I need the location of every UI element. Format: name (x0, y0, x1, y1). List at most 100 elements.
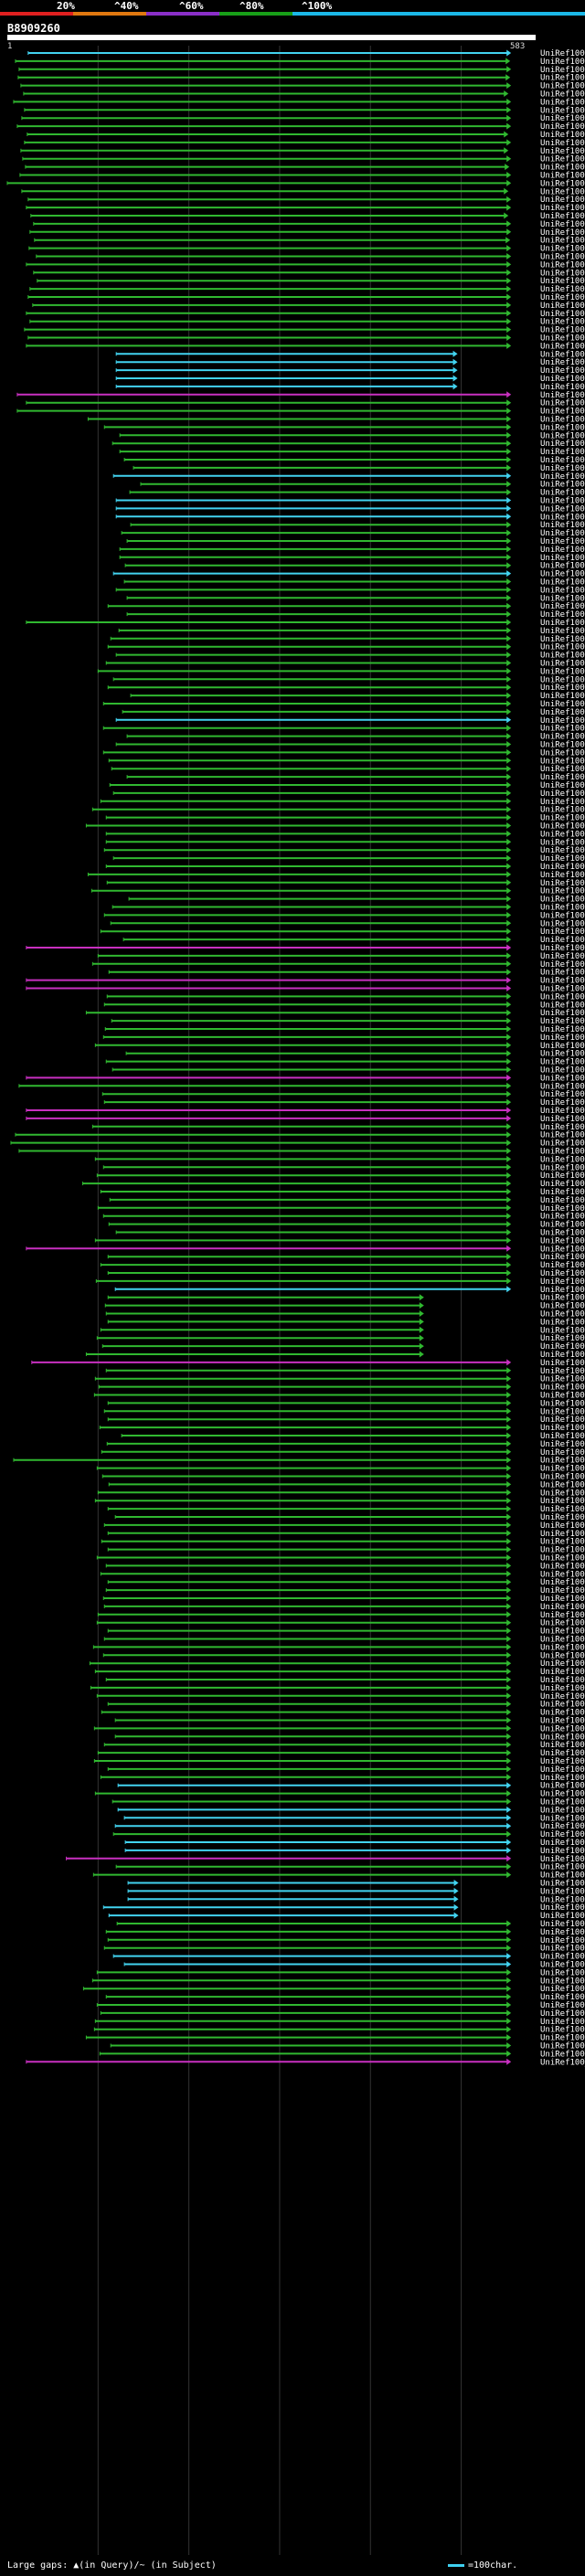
hit-row[interactable]: UniRef100_Q0D9V6 (107, 1318, 585, 1327)
hit-row[interactable]: UniRef100_Q9XVC5 (105, 1993, 585, 2002)
hit-row[interactable]: UniRef100_Q01Y88 (115, 504, 585, 514)
hit-row[interactable]: UniRef100_Q8LC05 (111, 1017, 585, 1026)
hit-row[interactable]: UniRef100_B4FMP9 (123, 1814, 585, 1823)
hit-label[interactable]: UniRef100_UPI000... (540, 2058, 585, 2067)
hit-label[interactable]: UniRef100_B9NBE6 (540, 228, 585, 238)
hit-row[interactable]: UniRef100_A7P6U3 (119, 546, 585, 555)
hit-row[interactable]: UniRef100_B9RP49 (92, 1643, 585, 1652)
hit-label[interactable]: UniRef100_B4FR34 (540, 114, 585, 123)
hit-row[interactable]: UniRef100_B9FTT7 (105, 1928, 585, 1937)
hit-row[interactable]: UniRef100_A9PA53 (90, 887, 585, 896)
hit-label[interactable]: UniRef100_B9IWK4 (540, 1985, 585, 1994)
hit-row[interactable]: UniRef100_Q9SRX2 (93, 2026, 585, 2035)
hit-label[interactable]: UniRef100_Q0QLE1 (540, 790, 585, 799)
hit-label[interactable]: UniRef100_Q0LSE5 (540, 562, 585, 571)
hit-label[interactable]: UniRef100_A2ZF38 (540, 253, 585, 262)
hit-label[interactable]: UniRef100_B9FWJ7 (540, 1334, 585, 1343)
hit-label[interactable]: UniRef100_B9T2B0 (540, 716, 585, 726)
hit-row[interactable]: UniRef100_Q4AP89 (126, 537, 585, 546)
hit-row[interactable]: UniRef100_Q43575 (101, 1448, 585, 1458)
hit-row[interactable]: UniRef100_UPI000... (15, 58, 585, 67)
hit-row[interactable]: UniRef100_C5Z3D2 (103, 423, 585, 432)
hit-label[interactable]: UniRef100_B9AEU4 (540, 2042, 585, 2051)
hit-row[interactable]: UniRef100_A7QFU2 (90, 1684, 585, 1693)
hit-label[interactable]: UniRef100_C7DOD6 (540, 358, 585, 367)
hit-row[interactable]: UniRef100_B9S8P8 (107, 1530, 585, 1539)
hit-label[interactable]: UniRef100_Q0QLC9 (540, 594, 585, 603)
hit-label[interactable]: UniRef100_B9AAM8 (540, 1294, 585, 1303)
hit-label[interactable]: UniRef100_B4FWW2 (540, 1302, 585, 1311)
hit-row[interactable]: UniRef100_Q6Z345 (115, 350, 585, 359)
hit-row[interactable]: UniRef100_UPI000... (17, 74, 585, 83)
hit-label[interactable]: UniRef100_Q9ZV33 (540, 293, 585, 302)
hit-label[interactable]: UniRef100_B6SNH1 (540, 1375, 585, 1384)
hit-label[interactable]: UniRef100_A7QYP8 (540, 1749, 585, 1758)
hit-label[interactable]: UniRef100_Q0D9V6 (540, 1318, 585, 1327)
hit-label[interactable]: UniRef100_C4P3T8 (540, 846, 585, 855)
hit-row[interactable]: UniRef100_B7TX08 (103, 1741, 585, 1750)
hit-label[interactable]: UniRef100_A7NZD4 (540, 399, 585, 408)
hit-row[interactable]: UniRef100_A8YQ73 (97, 1204, 585, 1214)
hit-label[interactable]: UniRef100_Q75FR1 (540, 1668, 585, 1677)
hit-row[interactable]: UniRef100_Q6L3K2 (100, 1570, 585, 1579)
hit-row[interactable]: UniRef100_B4UM58 (106, 879, 585, 888)
hit-label[interactable]: UniRef100_B4FWT7 (540, 269, 585, 278)
hit-label[interactable]: UniRef100_A5ASQ4 (540, 1407, 585, 1416)
hit-row[interactable]: UniRef100_B9GJP7 (13, 98, 585, 107)
hit-label[interactable]: UniRef100_Q7KYV2 (540, 838, 585, 847)
hit-label[interactable]: UniRef100_B6TMA6 (540, 814, 585, 823)
hit-label[interactable]: UniRef100_B9HMZ5 (540, 1578, 585, 1587)
hit-row[interactable]: UniRef100_Q43574 (94, 1790, 585, 1799)
hit-row[interactable]: UniRef100_B9F2K5 (115, 366, 585, 376)
hit-label[interactable]: UniRef100_B9S8P8 (540, 1530, 585, 1539)
hit-row[interactable]: UniRef100_Q7KYV2 (105, 838, 585, 847)
hit-label[interactable]: UniRef100_B9RB20 (540, 456, 585, 465)
hit-label[interactable]: UniRef100_B4FSI7 (540, 1903, 585, 1913)
hit-row[interactable]: UniRef100_B9S8M1 (114, 1286, 585, 1295)
hit-row[interactable]: UniRef100_C4P3T8 (103, 846, 585, 855)
hit-label[interactable]: UniRef100_A0BZE7 (540, 131, 585, 140)
hit-row[interactable]: UniRef100_Q0QLE5 (108, 1221, 585, 1230)
hit-row[interactable]: UniRef100_Q8L5E9 (29, 285, 585, 294)
hit-row[interactable]: UniRef100_Q2Q3S9 (102, 1213, 585, 1222)
hit-label[interactable]: UniRef100_B4FDW7 (540, 748, 585, 758)
hit-row[interactable]: UniRef100_C7DOD6 (115, 358, 585, 367)
hit-label[interactable]: UniRef100_Q9SRX2 (540, 2026, 585, 2035)
hit-row[interactable]: UniRef100_Q0QLC8 (103, 1636, 585, 1645)
hit-row[interactable]: UniRef100_B4FWT7 (33, 269, 585, 278)
hit-row[interactable]: UniRef100_Q6RW5L (96, 1554, 585, 1564)
hit-label[interactable]: UniRef100_Q0QLE7 (540, 757, 585, 766)
hit-row[interactable]: UniRef100_Q7G6U9 (103, 1945, 585, 1954)
hit-label[interactable]: UniRef100_B9N3H1 (540, 1098, 585, 1108)
hit-label[interactable]: UniRef100_Q24463 (540, 1822, 585, 1831)
hit-row[interactable]: UniRef100_Q9AWA6 (126, 733, 585, 742)
hit-label[interactable]: UniRef100_C0PI16 (540, 106, 585, 115)
hit-row[interactable]: UniRef100_UPI000... (106, 1440, 585, 1449)
hit-row[interactable]: UniRef100_A7QF01 (128, 896, 585, 905)
hit-row[interactable]: UniRef100_C5YE28 (100, 1326, 585, 1335)
hit-label[interactable]: UniRef100_B6TVE8 (540, 1058, 585, 1067)
hit-row[interactable]: UniRef100_A9P9E5 (104, 1025, 585, 1034)
hit-label[interactable]: UniRef100_Q1EGD1 (540, 1457, 585, 1466)
hit-row[interactable]: UniRef100_C0PI16 (24, 106, 585, 115)
hit-row[interactable]: UniRef100_B7FIC0 (27, 49, 585, 58)
hit-row[interactable]: UniRef100_B4UKB6 (85, 1009, 585, 1018)
hit-label[interactable]: UniRef100_UPI000... (540, 919, 585, 928)
hit-row[interactable]: UniRef100_A7QYP8 (97, 1749, 585, 1758)
hit-label[interactable]: UniRef100_B9HQ29 (540, 489, 585, 498)
hit-row[interactable]: UniRef100_Q0LZ56 (25, 164, 585, 173)
hit-row[interactable]: UniRef100_Q0QLE1 (112, 790, 585, 799)
hit-row[interactable]: UniRef100_Q9SSY7 (109, 781, 585, 790)
hit-row[interactable]: UniRef100_B9FWJ7 (96, 1334, 585, 1343)
hit-label[interactable]: UniRef100_B7TX07 (540, 1619, 585, 1628)
hit-row[interactable]: UniRef100_B6SRT8 (87, 871, 585, 880)
hit-row[interactable]: UniRef100_C5Y3T2 (16, 391, 585, 400)
hit-row[interactable]: UniRef100_B9RBB8 (112, 675, 585, 684)
hit-label[interactable]: UniRef100_B8AUB9 (540, 619, 585, 628)
hit-label[interactable]: UniRef100_Q2V4Q1 (540, 667, 585, 676)
hit-label[interactable]: UniRef100_B9GS23 (540, 960, 585, 970)
hit-label[interactable]: UniRef100_Q50F48 (540, 334, 585, 344)
hit-label[interactable]: UniRef100_A7QFU2 (540, 1684, 585, 1693)
hit-label[interactable]: UniRef100_Q1QPE2 (540, 1163, 585, 1172)
hit-label[interactable]: UniRef100_Q96SM4 (540, 1595, 585, 1604)
